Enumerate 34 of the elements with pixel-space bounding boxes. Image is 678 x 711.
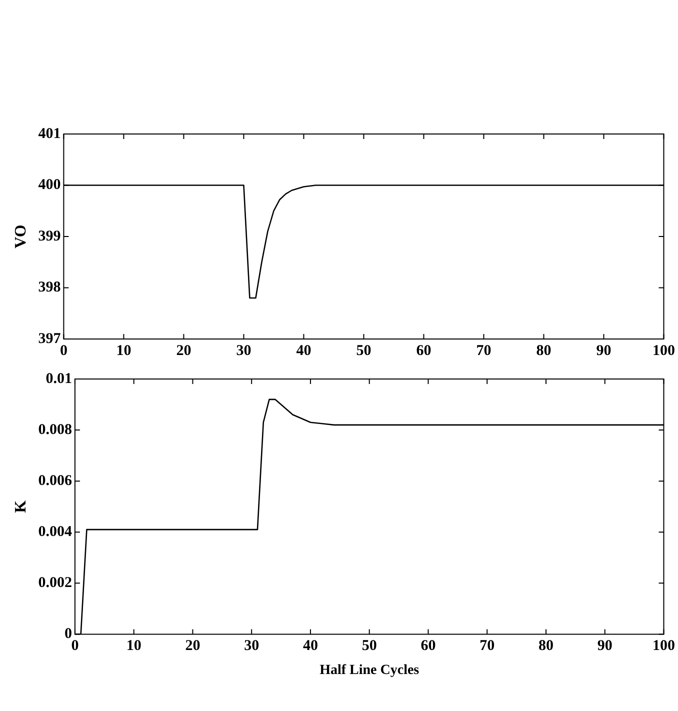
x-tick-label: 80 [538, 638, 554, 654]
x-tick-label: 40 [296, 342, 312, 359]
x-tick-label: 100 [652, 638, 675, 654]
x-tick-label: 100 [652, 342, 675, 359]
x-tick-label: 30 [236, 342, 252, 359]
y-tick-label: 398 [38, 280, 61, 296]
y-tick-label: 401 [38, 126, 61, 142]
x-tick-label: 60 [416, 342, 432, 359]
x-tick-label: 10 [116, 342, 132, 359]
x-tick-label: 10 [126, 638, 142, 654]
x-tick-label: 40 [302, 638, 318, 654]
y-tick-label: 400 [38, 177, 61, 194]
y-tick-label: 397 [38, 330, 62, 347]
x-tick-label: 70 [480, 638, 495, 654]
x-tick-label: 50 [356, 342, 372, 359]
x-tick-label: 20 [185, 638, 200, 654]
x-tick-label: 50 [362, 638, 377, 654]
y-tick-label: 0.008 [38, 422, 72, 438]
y-tick-label: 0.006 [38, 472, 72, 489]
y-tick-label: 0.01 [46, 370, 72, 387]
x-tick-label: 30 [244, 638, 260, 654]
y-axis-title: K [12, 500, 30, 513]
y-tick-label: 0 [64, 626, 72, 642]
x-tick-label: 70 [476, 342, 492, 359]
y-tick-label: 0.004 [38, 524, 72, 540]
y-axis-title: VO [12, 224, 30, 248]
x-axis-title: Half Line Cycles [320, 663, 420, 678]
x-tick-label: 20 [176, 342, 192, 359]
x-tick-label: 60 [420, 638, 436, 654]
y-tick-label: 399 [38, 228, 61, 244]
x-tick-label: 90 [596, 342, 612, 359]
x-tick-label: 80 [536, 342, 552, 359]
y-tick-label: 0.002 [38, 575, 72, 592]
x-tick-label: 90 [597, 638, 612, 654]
